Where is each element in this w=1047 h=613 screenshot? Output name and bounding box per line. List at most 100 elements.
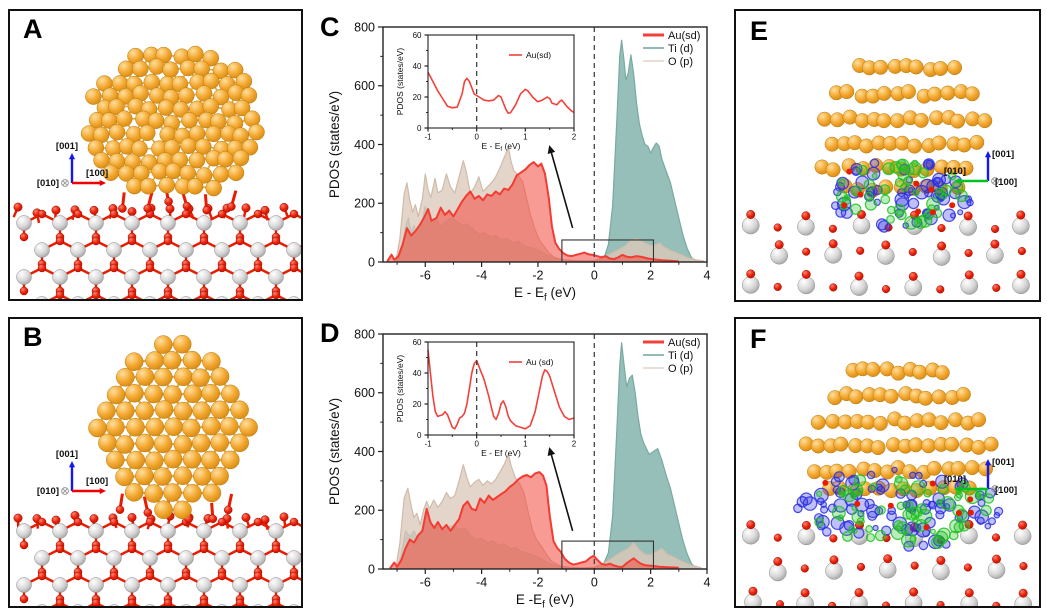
svg-text:[001]: [001] <box>56 449 78 460</box>
svg-text:600: 600 <box>354 79 375 93</box>
svg-text:60: 60 <box>413 31 422 40</box>
svg-text:-1: -1 <box>424 440 432 449</box>
series-line-Au (sd) <box>427 349 575 430</box>
panel-f: [001] [010] [100] F <box>734 317 1041 608</box>
svg-text:2: 2 <box>647 269 654 283</box>
svg-text:-2: -2 <box>532 269 543 283</box>
y-axis-label: PDOS (states/eV) <box>395 355 405 423</box>
svg-text:2: 2 <box>572 133 577 142</box>
panel-a: [001] [100] [010] A <box>8 9 303 301</box>
panel-b: [001] [100] [010] B <box>8 317 303 608</box>
series-line-Au(sd) <box>427 71 575 115</box>
crystal-axes-gizmo: [001] [100] [010] <box>37 449 108 497</box>
tio2-substrate <box>12 202 301 299</box>
series-area-Au(sd) <box>390 472 679 569</box>
svg-text:200: 200 <box>354 197 375 211</box>
series-area-Ti (d) <box>397 40 699 263</box>
svg-text:40: 40 <box>413 369 422 378</box>
svg-text:[001]: [001] <box>992 457 1014 468</box>
svg-text:0: 0 <box>368 255 375 269</box>
svg-text:800: 800 <box>354 327 375 341</box>
panel-c: -6 -4 -2 0 2 4 0 200 400 600 800 PDOS (states/eV) E … <box>312 6 716 306</box>
svg-text:-4: -4 <box>476 576 487 590</box>
svg-text:4: 4 <box>704 269 711 283</box>
panel-e: [001] [010] [100] E <box>734 9 1041 302</box>
svg-text:0: 0 <box>474 133 479 142</box>
au-cluster-atoms <box>88 334 258 520</box>
svg-text:60: 60 <box>413 338 422 347</box>
panel-b-label: B <box>23 322 43 352</box>
plot-frame <box>427 34 575 129</box>
svg-text:0: 0 <box>474 440 479 449</box>
series-area-Au(sd) <box>387 162 679 262</box>
svg-text:[100]: [100] <box>86 476 108 487</box>
crystal-axes-gizmo: [001] [100] [010] <box>37 141 108 189</box>
svg-text:2: 2 <box>647 576 654 590</box>
series-area-Ti (d) <box>397 342 699 569</box>
svg-text:0: 0 <box>591 576 598 590</box>
tio2-substrate <box>13 511 301 606</box>
crystal-axes-gizmo: [001] [010] [100] <box>944 149 1017 188</box>
panel-e-label: E <box>750 16 769 46</box>
structure-f-svg: [001] [010] [100] <box>742 361 1032 606</box>
legend-entry: Au (sd) <box>526 357 554 367</box>
series-line-Au(sd) <box>386 161 679 263</box>
svg-text:[010]: [010] <box>37 178 59 189</box>
svg-text:[100]: [100] <box>86 168 108 179</box>
legend-entry: Ti (d) <box>668 350 693 362</box>
legend-entry: O (p) <box>668 56 693 68</box>
structure-e-svg: [001] [010] [100] <box>741 58 1030 297</box>
tio2-substrate <box>741 210 1030 297</box>
structure-a-svg: [001] [100] [010] <box>12 45 301 299</box>
x-axis-label: E -Ef (eV) <box>516 592 574 610</box>
svg-text:-6: -6 <box>420 576 431 590</box>
svg-text:2: 2 <box>572 440 577 449</box>
svg-text:4: 4 <box>704 576 711 590</box>
charge-density-isosurface <box>793 466 1004 552</box>
svg-text:600: 600 <box>354 386 375 400</box>
svg-text:20: 20 <box>413 400 422 409</box>
panel-d-label: D <box>320 318 340 348</box>
charge-density-isosurface <box>830 158 974 233</box>
series-line-Au(sd) <box>389 471 679 569</box>
svg-text:0: 0 <box>417 124 422 133</box>
x-axis-label: E - Ef (eV) <box>481 448 521 458</box>
svg-text:[010]: [010] <box>944 166 966 177</box>
svg-text:0: 0 <box>417 431 422 440</box>
svg-text:[100]: [100] <box>995 177 1017 188</box>
svg-text:800: 800 <box>354 20 375 34</box>
svg-text:-1: -1 <box>424 133 432 142</box>
structure-b-svg: [001] [100] [010] <box>13 334 301 606</box>
svg-text:-6: -6 <box>420 269 431 283</box>
au-cluster-atoms <box>80 45 265 197</box>
crystal-axes-gizmo: [001] [010] [100] <box>944 457 1017 496</box>
svg-text:200: 200 <box>354 504 375 518</box>
panel-c-label: C <box>320 12 340 42</box>
y-axis-label: PDOS (states/eV) <box>395 48 405 116</box>
panel-d: -6 -4 -2 0 2 4 0 200 400 600 800 PDOS (states/eV) E … <box>312 313 716 613</box>
svg-text:1: 1 <box>523 133 528 142</box>
y-axis-label: PDOS (states/eV) <box>327 91 342 198</box>
series-line-O (p) <box>395 453 702 570</box>
legend-entry: Au(sd) <box>526 50 551 60</box>
legend-entry: Ti (d) <box>668 43 693 55</box>
panel-a-label: A <box>23 14 43 44</box>
legend-entry: Au(sd) <box>668 337 700 349</box>
svg-text:400: 400 <box>354 445 375 459</box>
svg-text:1: 1 <box>523 440 528 449</box>
svg-text:400: 400 <box>354 138 375 152</box>
svg-text:40: 40 <box>413 62 422 71</box>
legend-entry: Au(sd) <box>668 30 700 42</box>
svg-text:[001]: [001] <box>56 141 78 152</box>
x-axis-label: E - Ef (eV) <box>514 285 576 303</box>
svg-text:[010]: [010] <box>37 486 59 497</box>
svg-text:[010]: [010] <box>944 474 966 485</box>
svg-text:0: 0 <box>368 562 375 576</box>
